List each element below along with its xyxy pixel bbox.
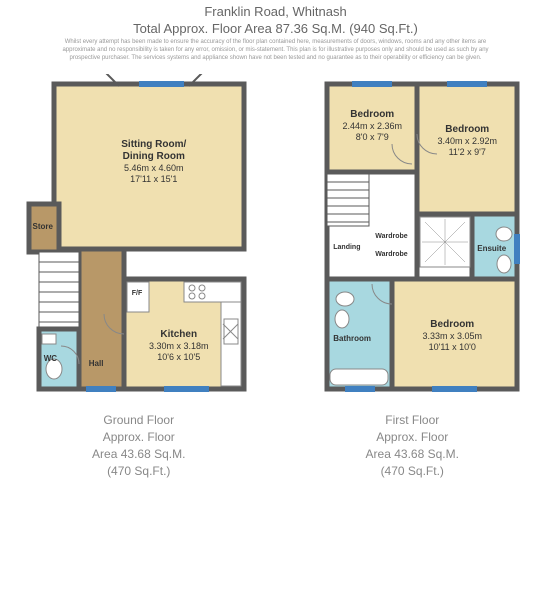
first-floor-caption: First Floor Approx. Floor Area 43.68 Sq.… — [297, 412, 527, 479]
store-label: Store — [28, 222, 58, 231]
address-title: Franklin Road, Whitnash — [20, 4, 531, 19]
landing-label: Landing — [333, 244, 360, 251]
wardrobe2-label: Wardrobe — [375, 251, 407, 258]
first-floor: Bedroom 2.44m x 2.36m 8'0 x 7'9 Bedroom … — [297, 74, 527, 479]
ground-floor-caption: Ground Floor Approx. Floor Area 43.68 Sq… — [24, 412, 254, 479]
ff-label: F/F — [132, 290, 143, 297]
wardrobe1-label: Wardrobe — [375, 233, 407, 240]
ground-floor: Sitting Room/ Dining Room 5.46m x 4.60m … — [24, 74, 254, 479]
bathroom-label: Bathroom — [333, 334, 371, 343]
floors-container: Sitting Room/ Dining Room 5.46m x 4.60m … — [0, 64, 551, 479]
first-floor-plan — [297, 74, 527, 394]
wc-label: WC — [44, 354, 57, 363]
ensuite-label: Ensuite — [477, 244, 506, 253]
header: Franklin Road, Whitnash Total Approx. Fl… — [0, 0, 551, 64]
total-area: Total Approx. Floor Area 87.36 Sq.M. (94… — [20, 21, 531, 36]
hall-label: Hall — [89, 359, 104, 368]
ground-floor-plan — [24, 74, 254, 394]
disclaimer-text: Whilst every attempt has been made to en… — [20, 39, 531, 62]
